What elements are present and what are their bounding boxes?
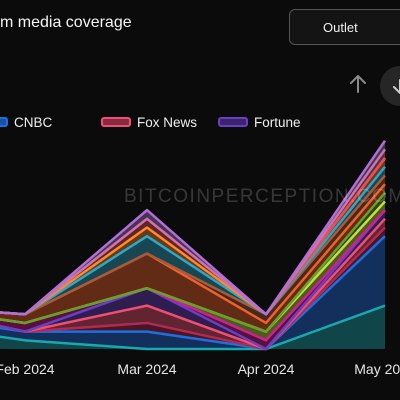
line-series-9 bbox=[0, 174, 386, 316]
line-series-1 bbox=[0, 235, 386, 351]
area-series-8[interactable] bbox=[0, 184, 385, 332]
arrow-up-icon bbox=[350, 75, 366, 93]
outlet-dropdown-label: Outlet bbox=[323, 20, 358, 35]
x-tick-label: Mar 2024 bbox=[117, 361, 177, 377]
line-series-3 bbox=[0, 217, 386, 351]
area-series-4[interactable] bbox=[0, 210, 385, 349]
line-series-14 bbox=[0, 139, 387, 316]
x-tick-label: Apr 2024 bbox=[237, 361, 295, 377]
line-series-7 bbox=[0, 191, 386, 333]
outlet-dropdown[interactable]: Outlet bbox=[289, 9, 400, 45]
x-tick-label: Feb 2024 bbox=[0, 361, 55, 377]
legend-label: Fox News bbox=[137, 114, 198, 130]
sort-button[interactable] bbox=[342, 68, 374, 100]
legend-label: CNBC bbox=[14, 114, 53, 130]
legend-item-cnbc[interactable]: CNBC bbox=[0, 114, 52, 130]
area-series-1[interactable] bbox=[0, 236, 385, 349]
legend-item-fox-news[interactable]: Fox News bbox=[101, 114, 197, 130]
area-series-10[interactable] bbox=[0, 166, 385, 315]
arrow-down-icon bbox=[393, 79, 400, 94]
chart-title: m media coverage bbox=[0, 14, 132, 31]
legend-label: Fortune bbox=[254, 114, 301, 130]
legend-swatch bbox=[218, 117, 248, 127]
watermark-text: BITCOINPERCEPTION.COM bbox=[124, 186, 400, 207]
line-series-2 bbox=[0, 226, 386, 351]
legend-swatch bbox=[101, 117, 131, 127]
area-series-0[interactable] bbox=[0, 305, 385, 349]
legend-swatch bbox=[0, 117, 8, 127]
line-series-10 bbox=[0, 165, 386, 316]
x-tick-label: May 2024 bbox=[354, 361, 400, 377]
legend-item-fortune[interactable]: Fortune bbox=[218, 114, 301, 130]
line-series-0 bbox=[0, 304, 386, 351]
download-button[interactable] bbox=[380, 66, 400, 106]
line-series-13 bbox=[0, 148, 387, 316]
chart-legend: CNBC Fox News Fortune bbox=[0, 114, 400, 130]
